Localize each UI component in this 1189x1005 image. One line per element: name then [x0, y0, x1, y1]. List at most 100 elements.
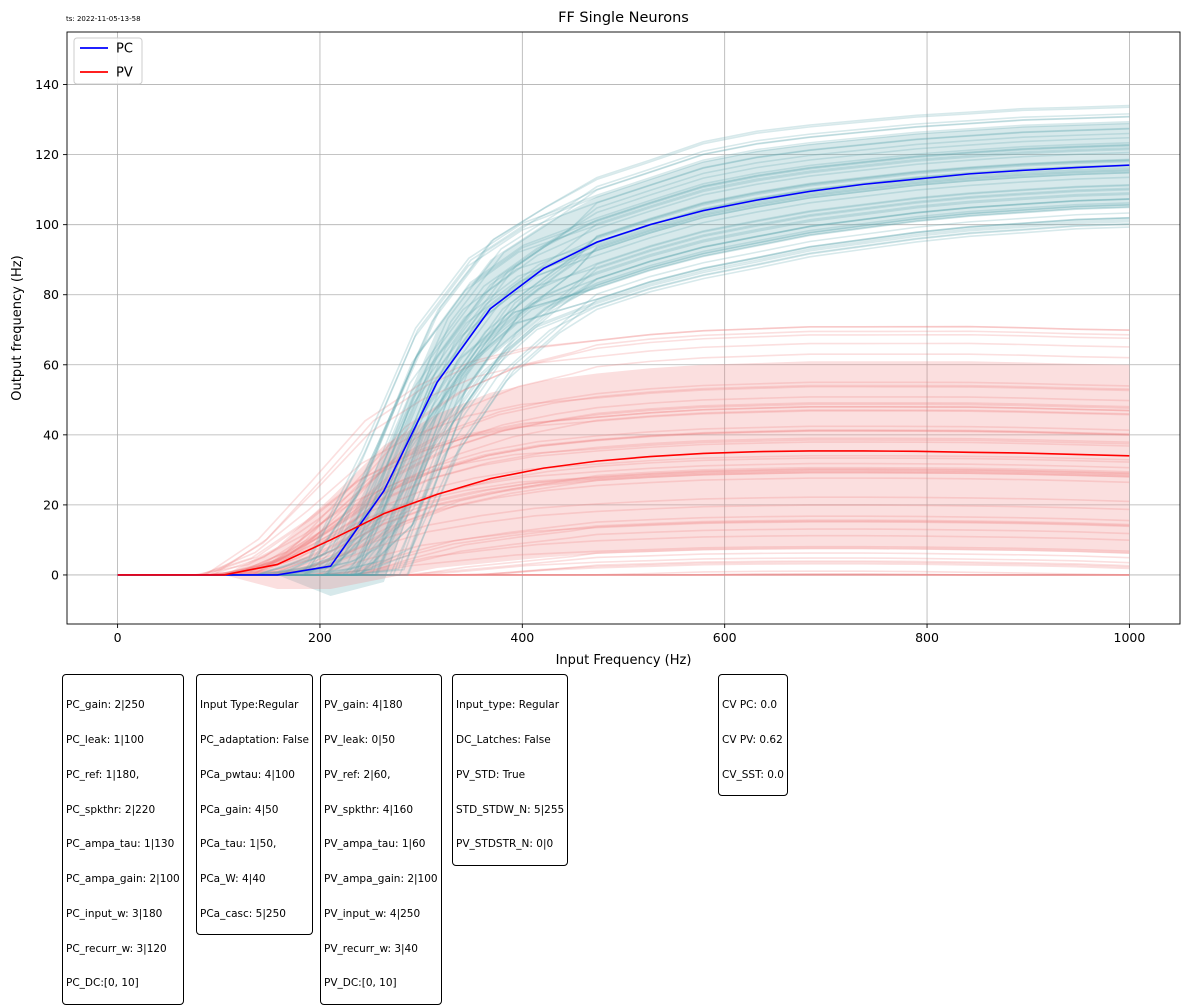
info-line: PC_ref: 1|180, [66, 768, 140, 781]
y-axis-label: Output frequency (Hz) [10, 255, 25, 400]
neuron-trace [117, 325, 1130, 576]
neuron-trace [117, 425, 1130, 576]
timestamp-label: ts: 2022-11-05-13-58 [66, 15, 141, 23]
pv-std-band [117, 361, 1130, 589]
info-line: PC_ampa_gain: 2|100 [66, 873, 180, 886]
neuron-trace [117, 468, 1130, 576]
neuron-trace [140, 466, 1130, 576]
neuron-trace [117, 430, 1130, 576]
x-tick-label: 0 [114, 630, 122, 645]
neuron-trace [117, 429, 1130, 576]
legend-label: PC [116, 42, 133, 57]
neuron-trace [117, 192, 1130, 576]
x-tick-label: 800 [915, 630, 939, 645]
neuron-trace [117, 122, 1130, 576]
info-line: PC_DC:[0, 10] [66, 977, 139, 990]
neuron-trace [135, 560, 1130, 576]
chart-title: FF Single Neurons [558, 10, 689, 26]
neuron-trace [118, 106, 1130, 576]
neuron-trace [120, 104, 1130, 576]
info-line: PCa_tau: 1|50, [200, 838, 277, 851]
neuron-trace [132, 170, 1130, 576]
neuron-trace [119, 202, 1130, 576]
neuron-trace [120, 477, 1130, 576]
info-line: PV_recurr_w: 3|40 [324, 942, 418, 955]
neuron-trace [117, 142, 1130, 576]
chart-area: 0 200 400 600 800 1000 0 20 40 60 80 100 120 140 FF Si… [10, 10, 1181, 668]
info-line: PCa_gain: 4|50 [200, 803, 279, 816]
info-line: PC_leak: 1|100 [66, 733, 144, 746]
neuron-trace [117, 471, 1130, 576]
info-line: PCa_casc: 5|250 [200, 907, 286, 920]
info-line: STD_STDW_N: 5|255 [456, 803, 565, 816]
info-line: PC_spkthr: 2|220 [66, 803, 156, 816]
pv-params-box: PV_gain: 4|180 PV_leak: 0|50 PV_ref: 2|6… [320, 674, 442, 1005]
neuron-trace [133, 519, 1130, 576]
neuron-trace [137, 198, 1130, 576]
neuron-trace [138, 471, 1130, 576]
cv-stats-box: CV PC: 0.0 CV PV: 0.62 CV_SST: 0.0 [718, 674, 788, 796]
y-tick-label: 140 [35, 77, 59, 92]
neuron-trace [146, 330, 1130, 576]
x-tick-label: 1000 [1114, 630, 1146, 645]
neuron-trace [126, 403, 1130, 576]
axes-frame [66, 31, 1181, 625]
neuron-trace [143, 184, 1130, 576]
x-tick-label: 600 [713, 630, 737, 645]
neuron-trace [137, 147, 1130, 576]
info-line: CV PC: 0.0 [722, 699, 778, 712]
neuron-trace [126, 136, 1130, 576]
legend-label: PV [116, 66, 133, 81]
neuron-trace [117, 561, 1130, 576]
info-line: DC_Latches: False [456, 733, 551, 746]
neuron-trace [121, 457, 1130, 576]
info-line: PCa_pwtau: 4|100 [200, 768, 295, 781]
input-type-box: Input_type: Regular DC_Latches: False PV… [452, 674, 569, 866]
info-line: PCa_W: 4|40 [200, 873, 266, 886]
neuron-trace [141, 212, 1130, 576]
plot-content [117, 104, 1130, 596]
neuron-trace [123, 223, 1130, 576]
info-line: PV_leak: 0|50 [324, 733, 396, 746]
info-line: CV_SST: 0.0 [722, 768, 784, 781]
y-tick-label: 100 [35, 217, 59, 232]
neuron-trace [134, 552, 1130, 576]
y-tick-label: 0 [51, 567, 59, 582]
neuron-trace [129, 396, 1130, 576]
info-line: Input_type: Regular [456, 699, 560, 712]
neuron-trace [117, 325, 1130, 576]
x-tick-label: 200 [308, 630, 332, 645]
neuron-trace [146, 353, 1130, 576]
neuron-trace [117, 406, 1130, 576]
y-tick-label: 20 [43, 497, 59, 512]
y-tick-label: 40 [43, 427, 59, 442]
neuron-trace [127, 204, 1130, 576]
neuron-trace [132, 198, 1130, 576]
info-line: PV_ampa_gain: 2|100 [324, 873, 438, 886]
info-line: PV_DC:[0, 10] [324, 977, 397, 990]
legend: PC PV [73, 37, 143, 85]
neuron-trace [142, 188, 1130, 576]
neuron-trace [147, 168, 1130, 576]
neuron-trace [147, 570, 1130, 576]
neuron-trace [117, 115, 1130, 576]
neuron-trace [131, 402, 1130, 576]
info-line: PV_STDSTR_N: 0|0 [456, 838, 554, 851]
y-tick-label: 80 [43, 287, 59, 302]
pc-adaptation-box: Input Type:Regular PC_adaptation: False … [196, 674, 314, 936]
info-line: PV_gain: 4|180 [324, 699, 403, 712]
neuron-trace [126, 384, 1130, 576]
neuron-trace [140, 573, 1130, 576]
neuron-trace [117, 121, 1130, 576]
x-axis-label: Input Frequency (Hz) [556, 653, 692, 668]
neuron-trace [117, 454, 1130, 576]
pc-params-box: PC_gain: 2|250 PC_leak: 1|100 PC_ref: 1|… [62, 674, 184, 1005]
neuron-trace [139, 333, 1130, 576]
neuron-trace [142, 159, 1130, 576]
neuron-trace [140, 217, 1130, 576]
pc-mean-line [117, 164, 1130, 576]
pv-mean-line [117, 450, 1130, 576]
info-line: Input Type:Regular [200, 699, 299, 712]
info-line: PC_input_w: 3|180 [66, 907, 163, 920]
info-line: PV_input_w: 4|250 [324, 907, 421, 920]
